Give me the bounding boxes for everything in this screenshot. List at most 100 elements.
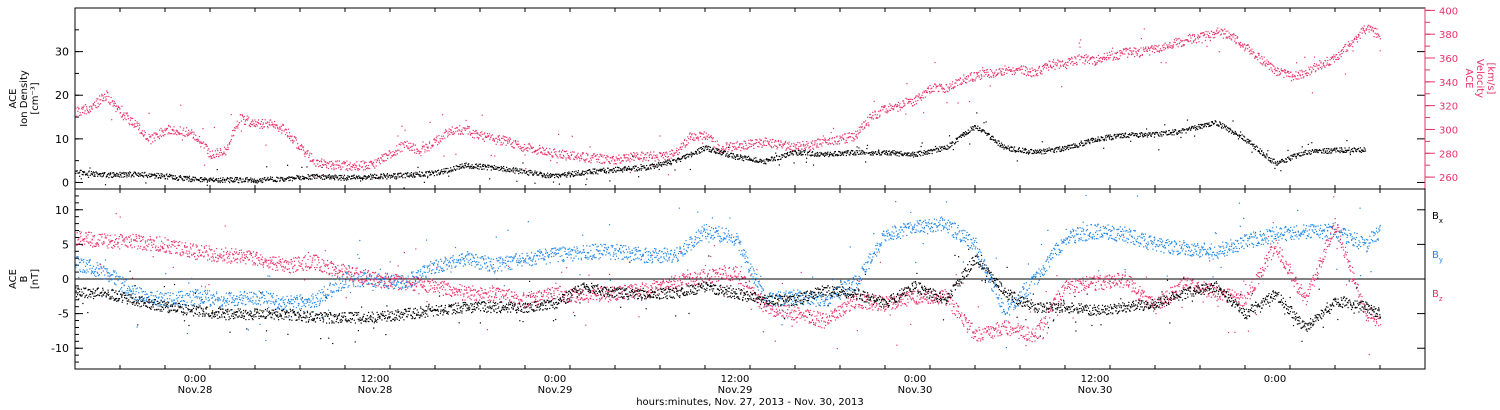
- data-point: [603, 170, 605, 172]
- data-point: [856, 146, 858, 148]
- data-point: [492, 139, 494, 141]
- data-point: [199, 181, 202, 183]
- data-point: [422, 141, 424, 143]
- data-point: [1237, 36, 1239, 38]
- data-point: [115, 172, 118, 174]
- data-point: [681, 146, 683, 148]
- data-point: [1015, 150, 1017, 152]
- data-point: [440, 170, 442, 172]
- data-point: [112, 100, 114, 102]
- data-point: [259, 178, 261, 180]
- data-point: [1123, 48, 1125, 50]
- data-point: [632, 154, 634, 157]
- data-point: [498, 167, 500, 169]
- data-point: [345, 178, 347, 180]
- data-point: [866, 144, 868, 146]
- data-point: [848, 136, 850, 138]
- data-point: [115, 174, 117, 176]
- data-point: [540, 151, 542, 153]
- data-point: [1021, 150, 1023, 152]
- data-point: [787, 151, 789, 154]
- data-point: [1225, 36, 1228, 38]
- data-point: [900, 107, 902, 109]
- data-point: [793, 162, 795, 164]
- data-point: [891, 105, 894, 107]
- data-point: [338, 178, 340, 180]
- data-point: [276, 180, 278, 182]
- data-point: [1021, 65, 1023, 67]
- data-point: [117, 105, 119, 107]
- data-point: [637, 167, 639, 169]
- data-point: [898, 104, 900, 106]
- data-point: [1190, 37, 1192, 39]
- data-point: [1148, 133, 1150, 135]
- data-point: [1014, 151, 1016, 153]
- data-point: [380, 157, 382, 159]
- data-point: [76, 115, 78, 117]
- data-point: [742, 148, 744, 150]
- data-point: [802, 154, 804, 156]
- data-point: [211, 150, 213, 152]
- data-point: [883, 106, 886, 108]
- data-point: [776, 155, 778, 157]
- data-point: [639, 157, 641, 159]
- data-point: [992, 139, 995, 141]
- data-point: [558, 175, 560, 177]
- data-point: [742, 157, 744, 159]
- data-point: [109, 103, 111, 105]
- data-point: [814, 140, 816, 142]
- data-point: [739, 156, 741, 158]
- data-point: [444, 131, 446, 133]
- data-point: [441, 171, 443, 173]
- data-point: [1198, 35, 1200, 37]
- data-point: [1012, 67, 1014, 69]
- data-point: [1027, 152, 1030, 154]
- data-point: [1300, 77, 1302, 79]
- data-point: [852, 153, 854, 156]
- data-point: [997, 140, 999, 142]
- data-point: [990, 76, 992, 78]
- data-point: [1323, 64, 1325, 66]
- data-point: [765, 144, 768, 147]
- data-point: [1190, 128, 1192, 130]
- data-point: [885, 108, 887, 110]
- data-point: [351, 166, 353, 168]
- data-point: [1025, 66, 1027, 69]
- data-point: [970, 74, 972, 76]
- data-point: [412, 176, 414, 178]
- data-point: [346, 160, 348, 162]
- data-point: [611, 156, 614, 158]
- data-point: [1215, 33, 1217, 35]
- data-point: [1177, 38, 1179, 40]
- data-point: [1102, 139, 1104, 141]
- data-point: [121, 105, 123, 107]
- data-point: [879, 116, 881, 118]
- data-point: [484, 164, 486, 166]
- data-point: [1335, 54, 1337, 56]
- data-point: [1005, 146, 1007, 148]
- data-point: [979, 70, 981, 72]
- data-point: [1130, 54, 1132, 56]
- data-point: [521, 149, 523, 152]
- data-point: [853, 138, 855, 140]
- data-point: [1064, 149, 1066, 151]
- data-point: [168, 132, 170, 134]
- data-point: [1119, 137, 1121, 139]
- data-point: [155, 132, 157, 134]
- data-point: [958, 79, 960, 81]
- data-point: [321, 178, 324, 180]
- data-point: [415, 152, 417, 154]
- data-point: [592, 157, 594, 159]
- data-point: [479, 166, 481, 168]
- data-point: [920, 96, 922, 99]
- data-point: [1040, 69, 1042, 72]
- data-point: [1280, 68, 1282, 70]
- data-point: [188, 177, 190, 179]
- data-point: [726, 142, 728, 144]
- data-point: [523, 143, 526, 146]
- data-point: [193, 176, 195, 178]
- data-point: [744, 141, 746, 143]
- data-point: [703, 131, 705, 133]
- data-point: [452, 131, 454, 133]
- data-point: [84, 104, 87, 106]
